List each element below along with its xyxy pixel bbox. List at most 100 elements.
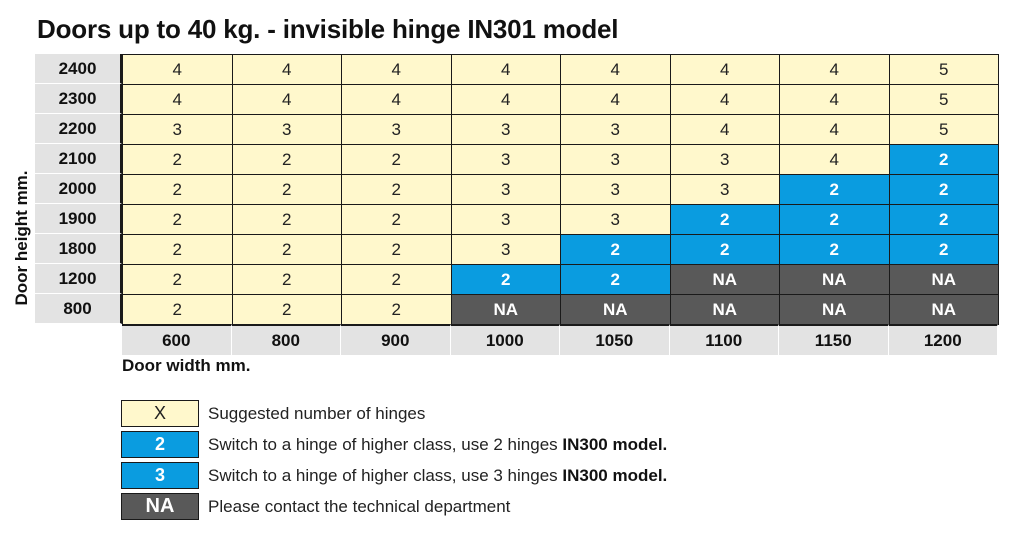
table-cell: 2 bbox=[341, 174, 452, 205]
legend-swatch: 2 bbox=[121, 431, 199, 458]
table-cell: 2 bbox=[888, 174, 999, 205]
table-cell: NA bbox=[779, 294, 890, 325]
table-cell: 3 bbox=[669, 174, 780, 205]
table-cell: 3 bbox=[450, 174, 561, 205]
table-cell: 5 bbox=[888, 84, 999, 115]
table-cell: 2 bbox=[450, 264, 561, 295]
table-cell: NA bbox=[560, 294, 671, 325]
table-cell: 4 bbox=[560, 84, 671, 115]
row-header-800: 800 bbox=[35, 294, 122, 324]
table-cell: 3 bbox=[560, 174, 671, 205]
table-cell: 3 bbox=[560, 114, 671, 145]
table-cell: 2 bbox=[122, 144, 233, 175]
table-cell: NA bbox=[450, 294, 561, 325]
table-cell: 4 bbox=[122, 54, 233, 85]
table-cell: 3 bbox=[560, 204, 671, 235]
column-header-900: 900 bbox=[341, 324, 451, 355]
table-cell: 3 bbox=[669, 144, 780, 175]
table-cell: 2 bbox=[560, 234, 671, 265]
table-cell: 2 bbox=[341, 294, 452, 325]
table-cell: NA bbox=[779, 264, 890, 295]
table-cell: 2 bbox=[122, 234, 233, 265]
table-cell: 2 bbox=[122, 174, 233, 205]
row-header-2300: 2300 bbox=[35, 84, 122, 114]
table-cell: 2 bbox=[560, 264, 671, 295]
table-cell: 2 bbox=[888, 144, 999, 175]
column-header-1000: 1000 bbox=[450, 324, 560, 355]
table-cell: 4 bbox=[560, 54, 671, 85]
column-header-800: 800 bbox=[231, 324, 341, 355]
row-header-2100: 2100 bbox=[35, 144, 122, 174]
table-cell: 2 bbox=[779, 204, 890, 235]
table-cell: 2 bbox=[122, 294, 233, 325]
row-header-1900: 1900 bbox=[35, 204, 122, 234]
legend-swatch: 3 bbox=[121, 462, 199, 489]
table-cell: 2 bbox=[231, 234, 342, 265]
table-cell: 4 bbox=[231, 84, 342, 115]
table-cell: 2 bbox=[669, 204, 780, 235]
column-header-1050: 1050 bbox=[560, 324, 670, 355]
table-cell: 4 bbox=[341, 54, 452, 85]
row-header-2200: 2200 bbox=[35, 114, 122, 144]
table-cell: 2 bbox=[231, 294, 342, 325]
table-cell: 2 bbox=[669, 234, 780, 265]
row-header-1200: 1200 bbox=[35, 264, 122, 294]
table-cell: 2 bbox=[231, 174, 342, 205]
table-cell: 5 bbox=[888, 114, 999, 145]
x-axis-label: Door width mm. bbox=[122, 356, 251, 375]
table-cell: NA bbox=[888, 264, 999, 295]
table-cell: 2 bbox=[341, 264, 452, 295]
table-cell: 3 bbox=[450, 114, 561, 145]
table-cell: NA bbox=[888, 294, 999, 325]
table-cell: 2 bbox=[122, 264, 233, 295]
table-cell: 2 bbox=[341, 144, 452, 175]
table-cell: 2 bbox=[888, 204, 999, 235]
table-cell: 2 bbox=[231, 144, 342, 175]
table-cell: 4 bbox=[450, 84, 561, 115]
legend-swatch: X bbox=[121, 400, 199, 427]
table-cell: 4 bbox=[122, 84, 233, 115]
table-cell: 2 bbox=[122, 204, 233, 235]
table-cell: 4 bbox=[341, 84, 452, 115]
table-cell: 4 bbox=[669, 84, 780, 115]
table-cell: 2 bbox=[341, 204, 452, 235]
table-cell: 3 bbox=[450, 144, 561, 175]
column-header-1200: 1200 bbox=[888, 324, 998, 355]
table-cell: 4 bbox=[669, 54, 780, 85]
column-header-1150: 1150 bbox=[779, 324, 889, 355]
row-header-1800: 1800 bbox=[35, 234, 122, 264]
table-cell: NA bbox=[669, 264, 780, 295]
table-cell: 3 bbox=[341, 114, 452, 145]
legend-text: Please contact the technical department bbox=[208, 497, 511, 516]
table-cell: 4 bbox=[779, 144, 890, 175]
table-cell: 3 bbox=[231, 114, 342, 145]
row-header-2400: 2400 bbox=[35, 54, 122, 84]
row-header-2000: 2000 bbox=[35, 174, 122, 204]
table-cell: 2 bbox=[231, 264, 342, 295]
table-cell: 2 bbox=[231, 204, 342, 235]
column-header-1100: 1100 bbox=[669, 324, 779, 355]
table-cell: 3 bbox=[450, 204, 561, 235]
table-cell: 4 bbox=[779, 84, 890, 115]
legend-text: Switch to a hinge of higher class, use 2… bbox=[208, 435, 668, 454]
table-cell: 2 bbox=[888, 234, 999, 265]
chart-title: Doors up to 40 kg. - invisible hinge IN3… bbox=[37, 14, 619, 44]
table-cell: 2 bbox=[341, 234, 452, 265]
table-cell: 4 bbox=[231, 54, 342, 85]
table-cell: 3 bbox=[560, 144, 671, 175]
table-cell: 4 bbox=[779, 114, 890, 145]
column-header-600: 600 bbox=[122, 324, 232, 355]
table-cell: 2 bbox=[779, 174, 890, 205]
table-cell: 4 bbox=[779, 54, 890, 85]
table-cell: 4 bbox=[450, 54, 561, 85]
table-cell: 5 bbox=[888, 54, 999, 85]
table-cell: 3 bbox=[450, 234, 561, 265]
table-cell: 3 bbox=[122, 114, 233, 145]
table-cell: 4 bbox=[669, 114, 780, 145]
legend-text: Switch to a hinge of higher class, use 3… bbox=[208, 466, 668, 485]
legend-text: Suggested number of hinges bbox=[208, 404, 426, 423]
table-cell: NA bbox=[669, 294, 780, 325]
legend-swatch: NA bbox=[121, 493, 199, 520]
table-cell: 2 bbox=[779, 234, 890, 265]
